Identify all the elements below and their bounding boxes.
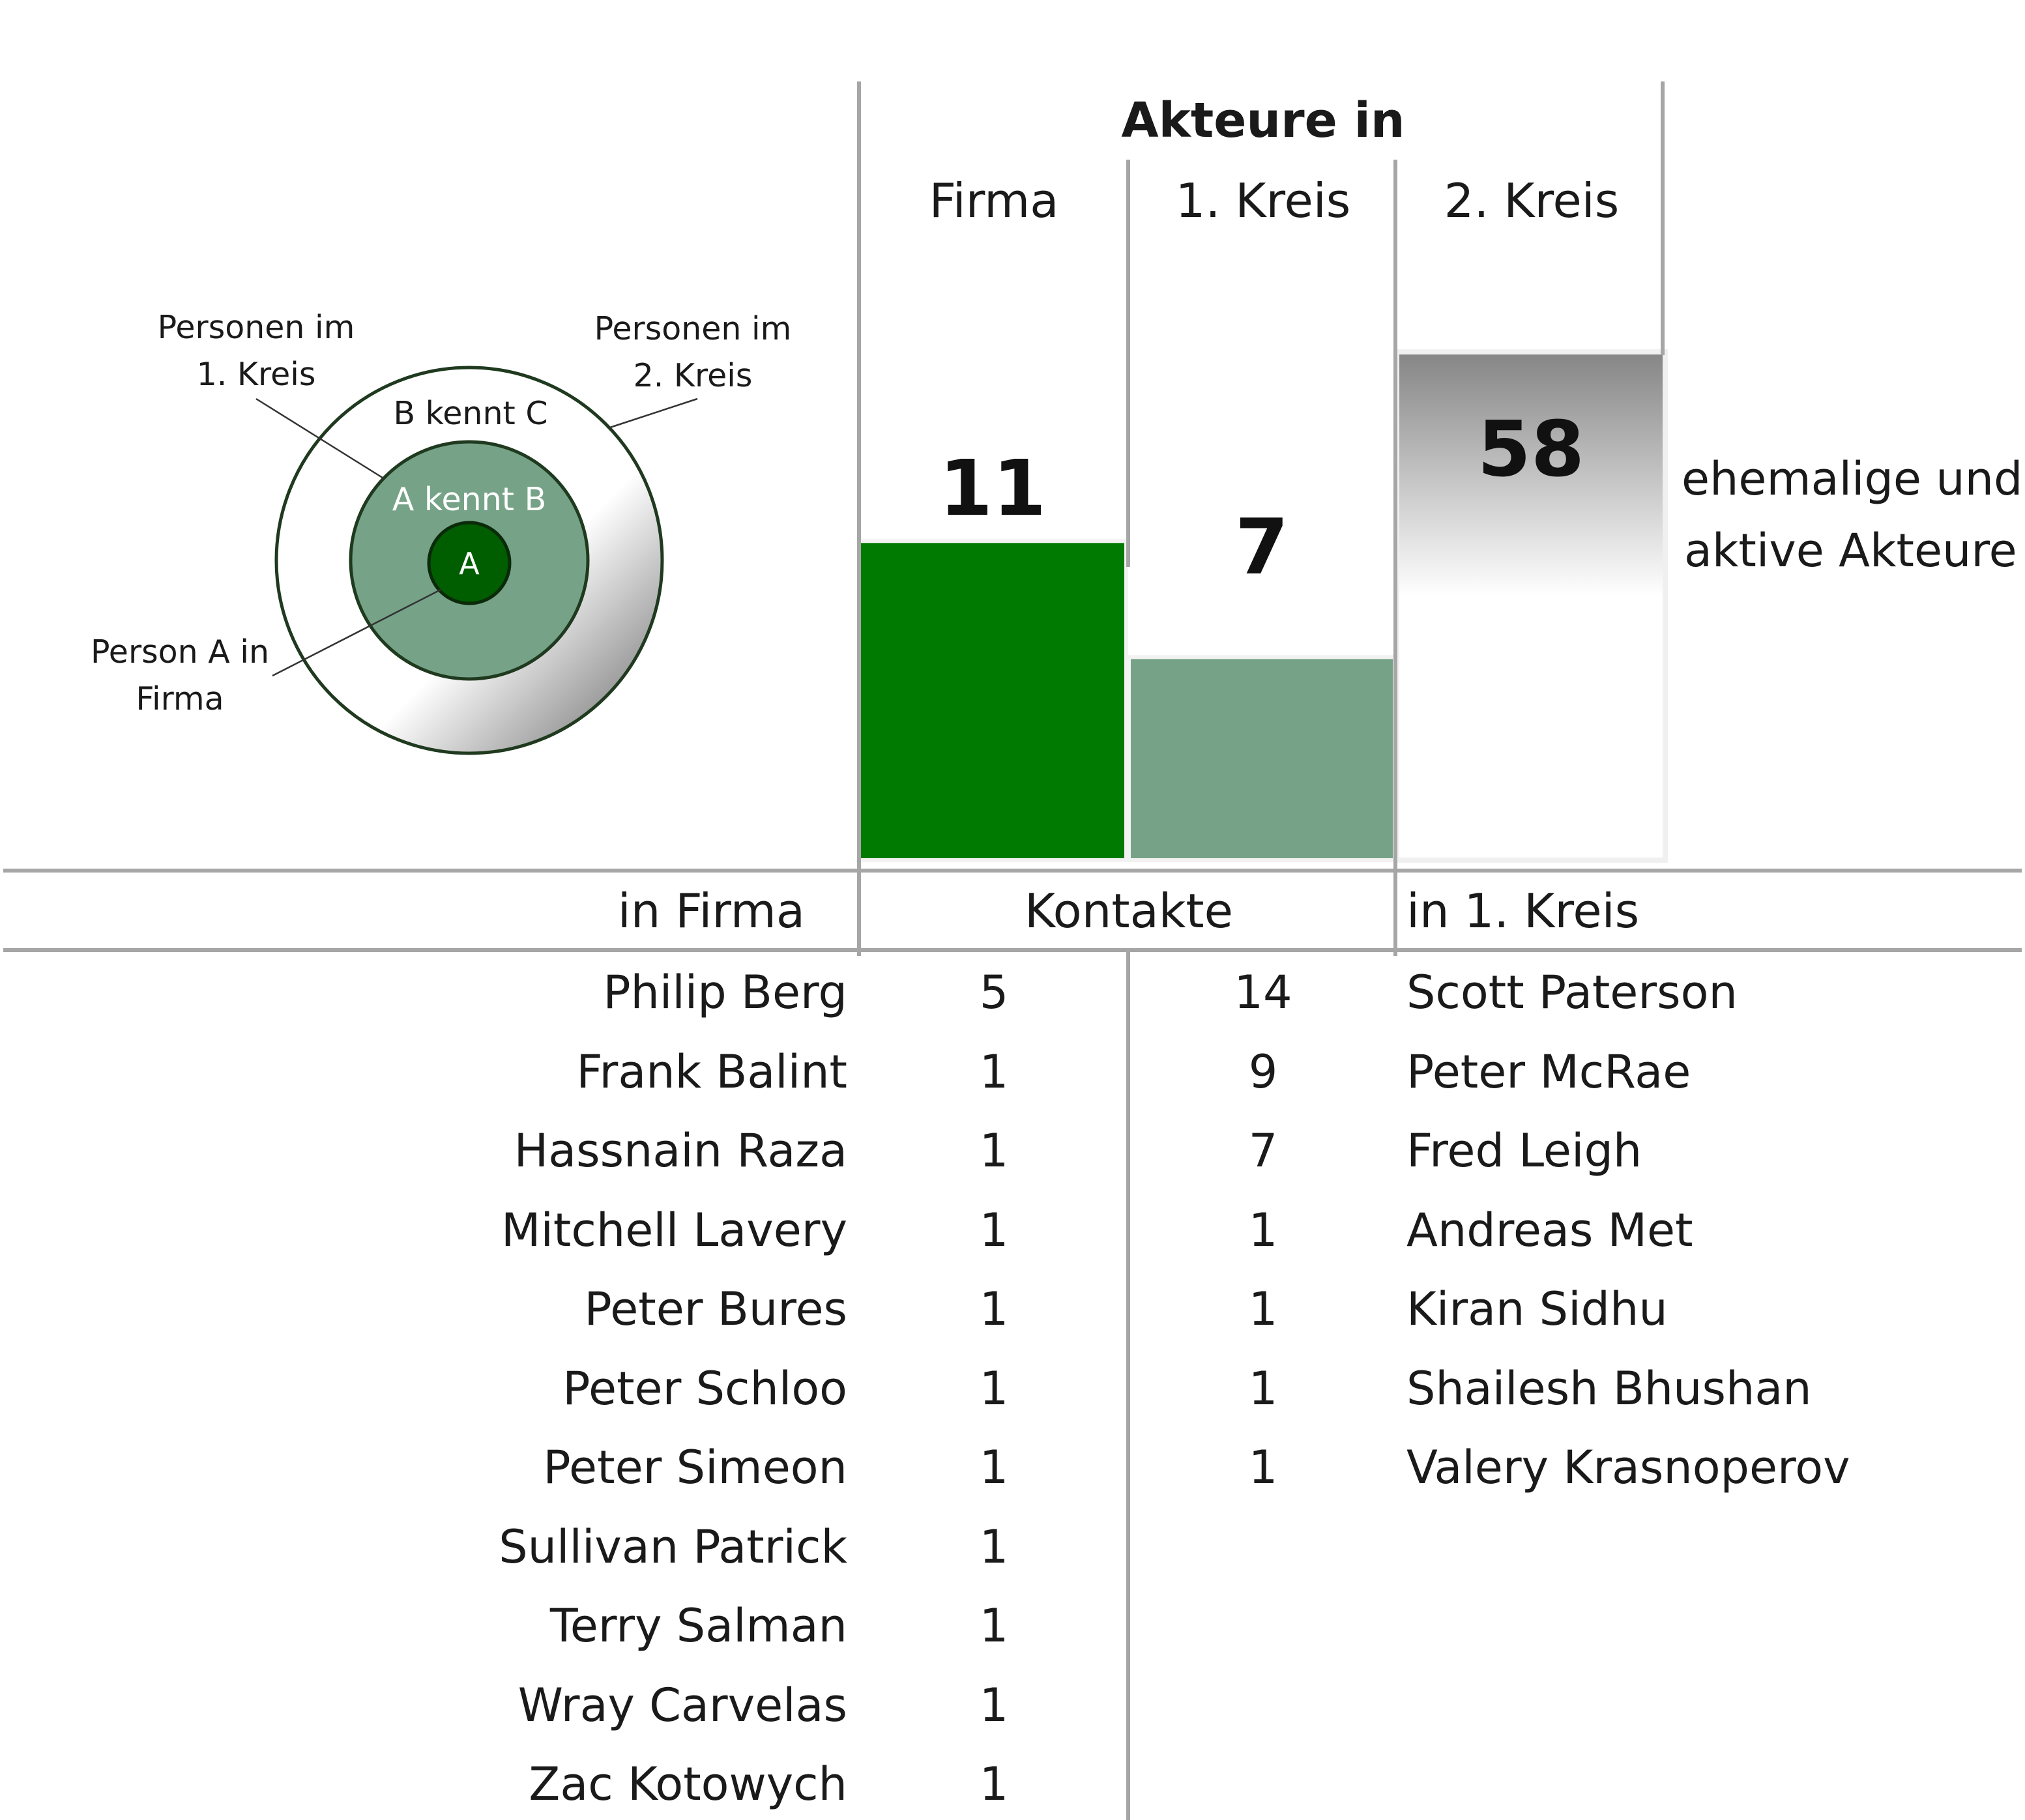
- side-note-line1: ehemalige und: [1682, 452, 2023, 506]
- chart-title: Akteure in: [1121, 93, 1405, 149]
- firma-person-contacts: 1: [979, 1678, 1009, 1732]
- side-note-line2: aktive Akteure: [1684, 524, 2017, 577]
- firma-person-name: Philip Berg: [603, 966, 847, 1019]
- firma-person-name: Mitchell Lavery: [501, 1203, 847, 1257]
- kreis-person-name: Peter McRae: [1406, 1045, 1691, 1099]
- divider-middle-lower: [1126, 951, 1130, 1820]
- kreis-person-contacts: 14: [1234, 966, 1292, 1019]
- value-label-2: 58: [1478, 404, 1584, 494]
- header-in-kreis: in 1. Kreis: [1406, 884, 1640, 938]
- firma-person-name: Frank Balint: [576, 1045, 847, 1099]
- label-first-circle-line2: 1. Kreis: [196, 356, 316, 393]
- category-label-kreis1: 1. Kreis: [1175, 173, 1351, 228]
- firma-person-name: Peter Schloo: [562, 1361, 847, 1415]
- firma-person-contacts: 1: [979, 1441, 1009, 1494]
- table-top-rule: [3, 869, 2022, 873]
- label-person-a-line2: Firma: [136, 680, 224, 717]
- firma-person-contacts: 1: [979, 1599, 1009, 1653]
- bar-firma: [857, 539, 1128, 863]
- table-header-rule: [3, 948, 2022, 952]
- kreis-person-contacts: 9: [1248, 1045, 1278, 1099]
- firma-person-name: Wray Carvelas: [517, 1678, 847, 1732]
- kreis-person-contacts: 7: [1248, 1124, 1278, 1177]
- kreis-person-contacts: 1: [1248, 1282, 1278, 1336]
- firma-person-contacts: 1: [979, 1361, 1009, 1415]
- ring-inner-text: A: [459, 546, 480, 581]
- inner-circle: [427, 521, 512, 605]
- header-in-firma: in Firma: [617, 884, 805, 938]
- firma-person-name: Zac Kotowych: [529, 1757, 847, 1811]
- firma-person-name: Peter Bures: [584, 1282, 848, 1336]
- divider-left: [857, 81, 861, 956]
- firma-person-contacts: 1: [979, 1282, 1009, 1336]
- firma-person-name: Peter Simeon: [543, 1441, 847, 1494]
- category-label-firma: Firma: [929, 173, 1059, 228]
- divider-far-right: [1661, 81, 1665, 355]
- divider-right: [1393, 160, 1397, 956]
- value-label-1: 7: [1235, 502, 1289, 592]
- kreis-person-name: Scott Paterson: [1406, 966, 1738, 1019]
- category-label-kreis2: 2. Kreis: [1444, 173, 1620, 228]
- label-second-circle-line1: Personen im: [594, 310, 792, 347]
- header-kontakte: Kontakte: [1025, 884, 1233, 938]
- kreis-person-contacts: 1: [1248, 1361, 1278, 1415]
- kreis-person-contacts: 1: [1248, 1203, 1278, 1257]
- value-label-0: 11: [939, 443, 1046, 533]
- ring-middle-text: A kennt B: [392, 481, 547, 518]
- firma-person-contacts: 1: [979, 1124, 1009, 1177]
- leader-second-circle: [609, 397, 698, 429]
- leader-person-a: [272, 588, 441, 677]
- firma-person-contacts: 1: [979, 1045, 1009, 1099]
- firma-person-name: Hassnain Raza: [514, 1124, 847, 1177]
- kreis-person-contacts: 1: [1248, 1441, 1278, 1494]
- kreis-person-name: Fred Leigh: [1406, 1124, 1642, 1177]
- label-second-circle-line2: 2. Kreis: [633, 357, 753, 394]
- kreis-person-name: Kiran Sidhu: [1406, 1282, 1668, 1336]
- circle-diagram: [255, 366, 698, 755]
- bar-2-kreis: [1394, 349, 1668, 863]
- ring-outer-text: B kennt C: [393, 395, 548, 432]
- label-person-a-line1: Person A in: [91, 633, 269, 671]
- leader-first-circle: [255, 397, 385, 480]
- firma-person-name: Sullivan Patrick: [499, 1520, 847, 1574]
- kreis-person-name: Andreas Met: [1406, 1203, 1693, 1257]
- firma-person-contacts: 5: [979, 966, 1009, 1019]
- bar-1-kreis: [1127, 655, 1397, 862]
- kreis-person-name: Shailesh Bhushan: [1406, 1361, 1812, 1415]
- firma-person-contacts: 1: [979, 1203, 1009, 1257]
- divider-middle: [1126, 160, 1130, 567]
- kreis-person-name: Valery Krasnoperov: [1406, 1441, 1850, 1494]
- firma-person-contacts: 1: [979, 1757, 1009, 1811]
- firma-person-contacts: 1: [979, 1520, 1009, 1574]
- label-first-circle-line1: Personen im: [157, 309, 355, 346]
- firma-person-name: Terry Salman: [549, 1599, 847, 1653]
